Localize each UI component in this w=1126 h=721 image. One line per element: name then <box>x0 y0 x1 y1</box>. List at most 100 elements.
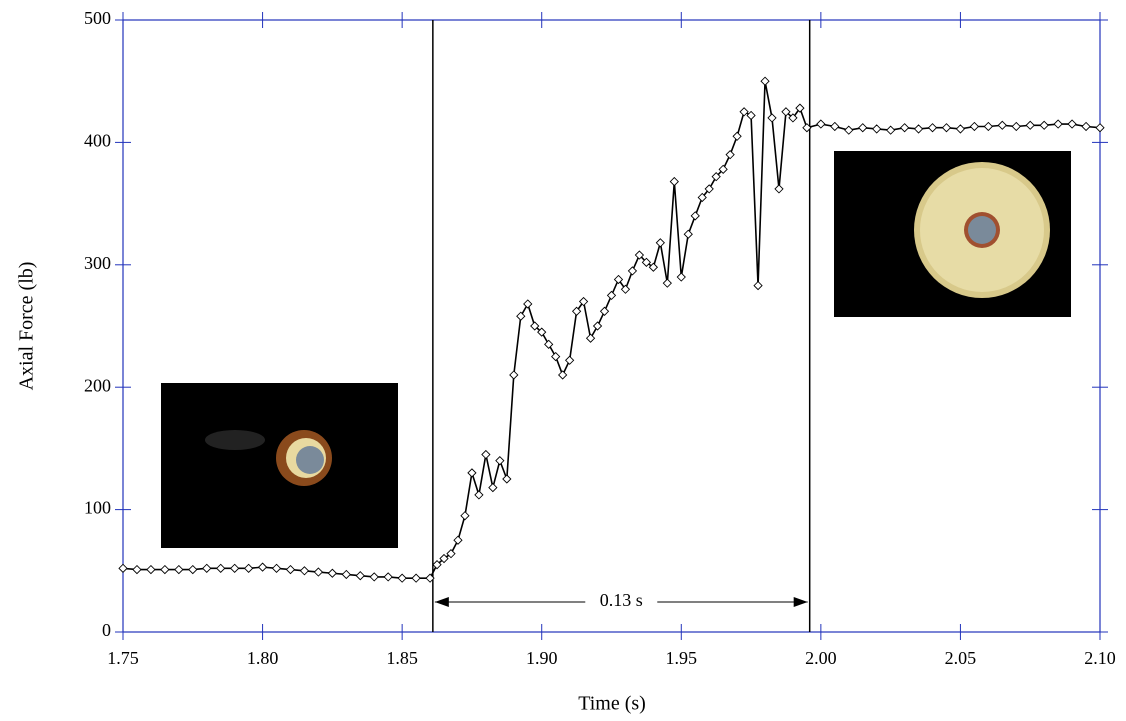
data-point <box>690 211 700 221</box>
data-point <box>899 123 910 133</box>
data-point <box>613 274 624 285</box>
data-point <box>502 474 512 484</box>
data-point <box>1025 120 1035 130</box>
data-point <box>1011 121 1021 132</box>
data-point <box>216 563 226 573</box>
photo-after <box>834 151 1071 317</box>
data-point <box>571 306 582 316</box>
data-point <box>1095 123 1105 133</box>
x-tick-label: 2.05 <box>945 648 977 668</box>
data-point <box>634 250 645 260</box>
data-point <box>669 176 679 187</box>
data-point <box>1067 119 1077 129</box>
x-tick-label: 1.85 <box>386 648 418 668</box>
data-point <box>983 121 993 132</box>
data-point <box>753 280 763 291</box>
data-point <box>495 456 505 466</box>
data-point <box>725 150 735 160</box>
data-point <box>285 564 296 575</box>
data-point <box>516 311 526 321</box>
y-tick-label: 0 <box>102 620 111 640</box>
data-point <box>606 290 617 301</box>
data-point <box>704 184 714 194</box>
data-point <box>243 563 254 573</box>
data-point <box>257 562 268 572</box>
data-point <box>760 76 770 86</box>
data-point <box>844 125 854 135</box>
data-point <box>578 296 589 307</box>
data-point <box>327 568 337 578</box>
data-point <box>746 110 756 121</box>
data-point <box>641 257 652 267</box>
data-point <box>453 535 463 545</box>
data-point <box>509 370 519 380</box>
data-point <box>676 272 686 282</box>
data-point <box>230 563 240 573</box>
data-point <box>467 468 477 478</box>
data-point <box>446 549 456 559</box>
y-tick-label: 400 <box>84 131 111 151</box>
data-point <box>411 573 421 583</box>
data-point <box>683 229 693 239</box>
x-tick-label: 1.75 <box>107 648 139 668</box>
y-tick-label: 500 <box>84 8 111 28</box>
data-point <box>355 571 365 581</box>
data-point <box>188 564 198 575</box>
data-point <box>781 107 791 117</box>
data-point <box>620 284 631 294</box>
data-point <box>432 560 442 570</box>
data-point <box>718 164 728 174</box>
data-point <box>913 124 924 134</box>
data-point <box>732 131 742 141</box>
data-point <box>537 327 547 337</box>
y-axis-label: Axial Force (lb) <box>16 262 38 391</box>
x-tick-label: 2.10 <box>1084 648 1116 668</box>
data-point <box>788 113 798 123</box>
x-axis-label: Time (s) <box>578 693 646 715</box>
data-point <box>711 172 721 182</box>
data-point <box>146 564 156 575</box>
data-point <box>313 567 324 577</box>
data-point <box>1081 121 1091 132</box>
data-point <box>697 192 707 203</box>
data-point <box>927 123 938 133</box>
data-point <box>802 123 812 133</box>
y-tick-label: 100 <box>84 498 111 518</box>
data-point <box>830 121 840 132</box>
data-point <box>160 564 170 575</box>
data-point <box>662 278 672 288</box>
data-point <box>118 563 128 573</box>
data-point <box>383 572 393 582</box>
data-point <box>627 266 638 276</box>
data-point <box>858 123 868 133</box>
data-point <box>551 351 561 362</box>
data-point <box>530 321 540 331</box>
data-point <box>969 121 980 132</box>
data-point <box>299 566 310 576</box>
data-point <box>397 573 407 583</box>
data-point <box>585 333 596 343</box>
data-point <box>816 119 826 129</box>
data-point <box>592 321 603 331</box>
data-point <box>648 262 659 272</box>
data-point <box>439 553 449 564</box>
data-point <box>488 482 498 493</box>
data-point <box>132 564 142 575</box>
data-point <box>1039 120 1049 130</box>
data-point <box>886 125 896 135</box>
data-point <box>872 124 882 134</box>
data-point <box>767 113 777 123</box>
data-point <box>795 103 805 113</box>
data-point <box>481 449 491 460</box>
data-point <box>655 238 665 248</box>
y-tick-label: 300 <box>84 253 111 273</box>
data-point <box>774 184 784 194</box>
photo-before <box>161 383 398 548</box>
arrow-head <box>793 597 808 607</box>
data-point <box>202 563 212 573</box>
data-point <box>599 306 610 316</box>
data-point <box>1053 119 1063 129</box>
x-tick-label: 1.90 <box>526 648 558 668</box>
